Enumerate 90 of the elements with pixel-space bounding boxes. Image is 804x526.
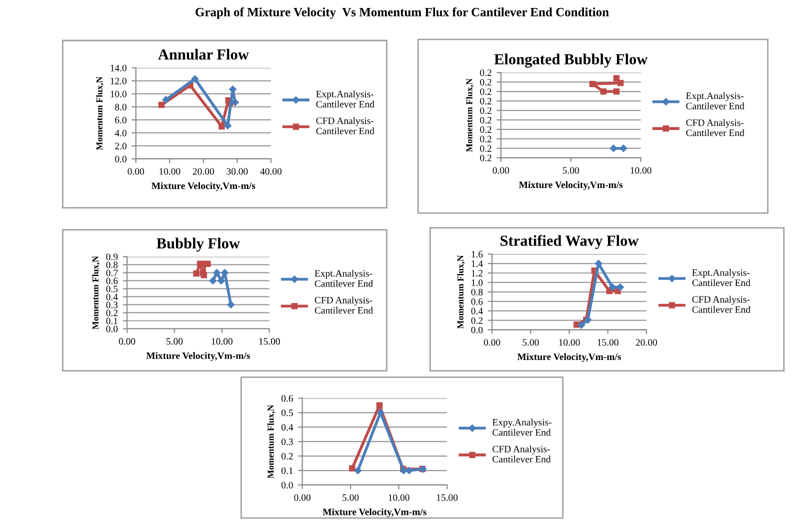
- x-tick-label: 0.00: [118, 338, 136, 345]
- y-tick-label: 0.0: [471, 326, 483, 334]
- y-tick-label: 14.0: [110, 64, 126, 72]
- y-tick-label: 0.0: [281, 482, 293, 488]
- legend-label: CFD Analysis- Cantilever End: [314, 296, 373, 314]
- y-tick-label: 8.0: [115, 104, 126, 110]
- y-tick-label: 1.6: [472, 250, 483, 258]
- y-tick-label: 6.0: [115, 116, 126, 124]
- y-tick-label: 0.2: [471, 317, 482, 324]
- y-tick-label: 0.8: [471, 288, 483, 296]
- y-tick-label: 0.4: [281, 424, 294, 431]
- x-tick-label: 10.00: [559, 339, 580, 346]
- y-axis-title: Momentum Flux,N: [92, 256, 100, 330]
- legend-label: Expy.Analysis- Cantilever End: [492, 418, 552, 436]
- x-tick-label: 10.00: [160, 168, 180, 175]
- y-tick-label: 0.2: [480, 136, 492, 142]
- x-tick-label: 20.00: [192, 168, 214, 175]
- chart-title: Annular Flow: [158, 48, 249, 60]
- x-axis-title: Mixture Velocity,Vm-m/s: [146, 352, 250, 361]
- y-tick-label: 0.4: [471, 308, 483, 314]
- x-axis-title: Mixture Velocity,Vm-m/s: [517, 353, 622, 362]
- y-tick-label: 0.0: [115, 156, 126, 162]
- legend-label: CFD Analysis- Cantilever End: [316, 117, 374, 134]
- legend-label: CFD Analysis- Cantilever End: [692, 296, 750, 313]
- x-tick-label: 5.00: [166, 338, 183, 345]
- y-tick-label: 0.2: [281, 452, 293, 460]
- chart-title: Bubbly Flow: [156, 238, 240, 252]
- legend-label: Expt.Analysis- Cantilever End: [686, 92, 744, 110]
- x-axis-title: Mixture Velocity,Vm-m/s: [322, 508, 426, 518]
- y-tick-label: 0.0: [106, 326, 118, 332]
- x-tick-label: 10.00: [388, 494, 410, 501]
- x-tick-label: 40.00: [260, 168, 282, 175]
- legend-label: CFD Analysis- Cantilever End: [686, 119, 744, 136]
- y-tick-label: 0.2: [480, 88, 492, 96]
- x-axis-title: Mixture Velocity,Vm-m/s: [152, 182, 256, 192]
- y-tick-label: 0.6: [281, 395, 293, 402]
- y-tick-label: 0.1: [281, 467, 293, 474]
- x-tick-label: 15.00: [598, 339, 618, 346]
- y-tick-label: 0.7: [106, 270, 118, 276]
- y-tick-label: 0.3: [106, 302, 118, 308]
- y-tick-label: 1.4: [472, 260, 483, 268]
- y-tick-label: 0.2: [480, 154, 492, 162]
- legend-label: Expt.Analysis- Cantilever End: [314, 270, 373, 287]
- x-tick-label: 5.00: [562, 167, 579, 174]
- y-tick-label: 0.9: [106, 254, 118, 260]
- y-tick-label: 0.4: [106, 294, 118, 300]
- y-tick-label: 0.6: [106, 278, 118, 284]
- legend-label: Expt.Analysis- Cantilever End: [692, 269, 750, 286]
- y-axis-title: Momentum Flux,N: [466, 78, 474, 152]
- x-tick-label: 15.00: [259, 338, 280, 345]
- y-axis-title: Momentum Flux,N: [457, 255, 465, 329]
- text: Graph of Mixture Velocity Vs Momentum Flux for Cantilever End Condition: [196, 7, 609, 19]
- x-tick-label: 5.00: [342, 494, 359, 501]
- x-axis-title: Mixture Velocity,Vm-m/s: [518, 181, 623, 190]
- y-tick-label: 0.5: [106, 286, 118, 292]
- y-tick-label: 0.2: [480, 98, 492, 105]
- y-tick-label: 1.2: [472, 270, 482, 277]
- x-tick-label: 10.00: [212, 338, 232, 345]
- x-tick-label: 20.00: [636, 339, 657, 346]
- x-tick-label: 10.00: [630, 167, 652, 174]
- y-tick-label: 0.5: [281, 410, 293, 416]
- y-tick-label: 0.2: [480, 126, 492, 133]
- y-tick-label: 2.0: [115, 142, 126, 150]
- y-tick-label: 1.0: [472, 279, 483, 286]
- y-tick-label: 0.2: [480, 78, 492, 86]
- x-tick-label: 5.00: [522, 339, 539, 346]
- chart-title: Stratified Wavy Flow: [500, 234, 639, 250]
- y-tick-label: 0.6: [471, 298, 483, 305]
- y-tick-label: 0.8: [106, 262, 118, 268]
- y-tick-label: 12.0: [110, 78, 126, 84]
- y-tick-label: 0.2: [480, 69, 492, 76]
- y-tick-label: 0.2: [480, 145, 492, 152]
- x-tick-label: 0.00: [128, 168, 144, 175]
- x-tick-label: 0.00: [484, 339, 500, 346]
- chart-title: Elongated Bubbly Flow: [494, 54, 648, 68]
- y-tick-label: 4.0: [114, 130, 126, 136]
- y-tick-label: 0.2: [480, 116, 492, 124]
- y-tick-label: 10.0: [110, 90, 126, 98]
- legend-label: Expt.Analysis- Cantilever End: [316, 90, 374, 108]
- x-tick-label: 0.00: [294, 494, 310, 501]
- y-tick-label: 0.1: [106, 318, 118, 324]
- x-tick-label: 30.00: [226, 168, 248, 175]
- y-axis-title: Momentum Flux,N: [267, 404, 276, 478]
- legend-label: CFD Analysis- Cantilever End: [492, 445, 551, 462]
- x-tick-label: 15.00: [436, 494, 458, 501]
- y-tick-label: 0.3: [281, 438, 293, 446]
- y-axis-title: Momentum Flux,N: [96, 76, 104, 150]
- x-tick-label: 0.00: [492, 167, 510, 174]
- y-tick-label: 0.2: [480, 107, 492, 114]
- y-tick-label: 0.2: [106, 310, 118, 316]
